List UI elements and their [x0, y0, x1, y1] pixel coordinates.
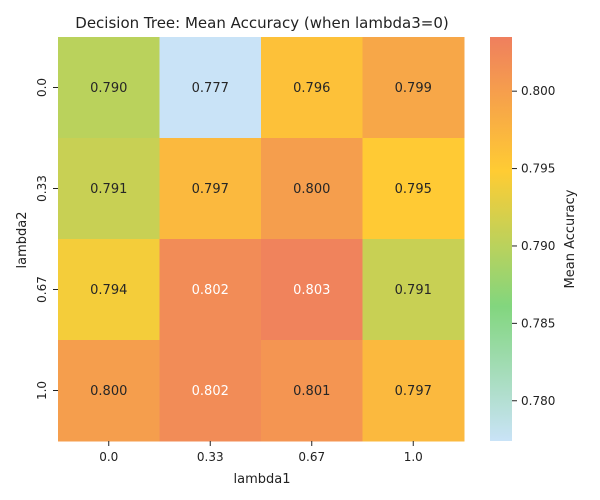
cell-value-label: 0.797: [395, 384, 432, 399]
heatmap-cell: [159, 340, 262, 442]
cell-value-label: 0.777: [192, 81, 229, 96]
heatmap-cell: [159, 37, 262, 139]
heatmap-cell: [159, 239, 262, 341]
cell-value-label: 0.796: [293, 81, 330, 96]
heatmap-cell: [362, 239, 465, 341]
cell-value-label: 0.800: [90, 384, 127, 399]
heatmap-cell: [362, 37, 465, 139]
heatmap-cell: [261, 340, 363, 442]
cell-value-label: 0.800: [293, 182, 330, 197]
heatmap-cell: [159, 138, 262, 240]
colorbar-tick-label: 0.790: [521, 239, 555, 253]
cell-value-label: 0.802: [192, 283, 229, 298]
x-axis: 0.0 0.33 0.67 1.0: [99, 441, 423, 464]
heatmap-cell: [58, 138, 160, 240]
x-axis-label: lambda1: [234, 472, 291, 487]
cell-labels: 0.790 0.777 0.796 0.799 0.791 0.797 0.800 0.795…: [90, 81, 432, 399]
heatmap-cell: [58, 239, 160, 341]
cell-value-label: 0.790: [90, 81, 127, 96]
heatmap-cell: [362, 138, 465, 240]
colorbar-tick-label: 0.800: [521, 84, 555, 98]
y-axis-label: lambda2: [15, 212, 30, 269]
colorbar-tick-label: 0.785: [521, 316, 555, 330]
colorbar: [490, 37, 512, 441]
x-tick-label: 1.0: [404, 450, 423, 464]
y-tick-label: 0.0: [35, 78, 49, 97]
heatmap-cell: [261, 239, 363, 341]
x-tick-label: 0.67: [298, 450, 325, 464]
heatmap-cells: [58, 37, 465, 442]
cell-value-label: 0.802: [192, 384, 229, 399]
chart-title: Decision Tree: Mean Accuracy (when lambd…: [75, 14, 448, 32]
x-tick-label: 0.33: [197, 450, 224, 464]
heatmap-cell: [362, 340, 465, 442]
x-tick-label: 0.0: [99, 450, 118, 464]
y-tick-label: 1.0: [35, 381, 49, 400]
cell-value-label: 0.803: [293, 283, 330, 298]
cell-value-label: 0.795: [395, 182, 432, 197]
cell-value-label: 0.791: [395, 283, 432, 298]
colorbar-tick-label: 0.780: [521, 394, 555, 408]
y-axis: 0.0 0.33 0.67 1.0: [35, 78, 58, 400]
cell-value-label: 0.799: [395, 81, 432, 96]
cell-value-label: 0.797: [192, 182, 229, 197]
heatmap-cell: [58, 37, 160, 139]
y-tick-label: 0.33: [35, 175, 49, 202]
y-tick-label: 0.67: [35, 276, 49, 303]
cell-value-label: 0.801: [293, 384, 330, 399]
colorbar-label: Mean Accuracy: [563, 189, 578, 288]
heatmap-cell: [58, 340, 160, 442]
heatmap-cell: [261, 37, 363, 139]
colorbar-tick-label: 0.795: [521, 162, 555, 176]
cell-value-label: 0.791: [90, 182, 127, 197]
colorbar-ticks: 0.780 0.785 0.790 0.795 0.800: [512, 84, 555, 408]
heatmap-cell: [261, 138, 363, 240]
cell-value-label: 0.794: [90, 283, 127, 298]
